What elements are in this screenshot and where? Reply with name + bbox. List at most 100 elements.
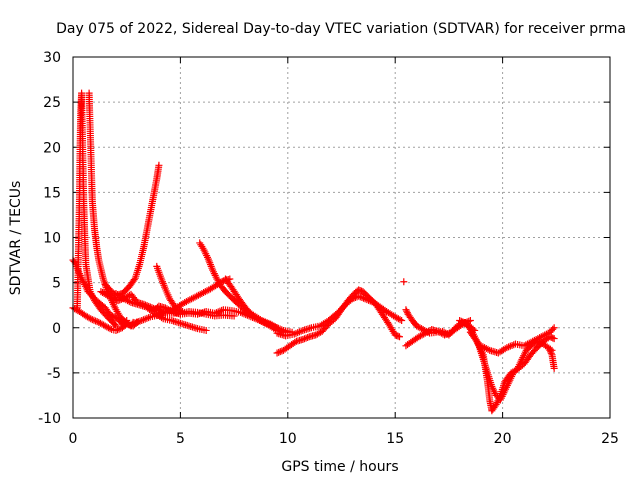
data-point <box>459 318 467 326</box>
data-point <box>139 316 147 324</box>
data-point <box>271 325 279 333</box>
data-point <box>237 308 245 316</box>
data-point <box>202 326 210 334</box>
data-point <box>366 297 374 305</box>
x-tick-label: 15 <box>386 431 404 447</box>
data-point <box>115 325 123 333</box>
data-point <box>141 315 149 323</box>
data-point <box>212 309 220 317</box>
data-point <box>550 335 558 343</box>
series-arc-diag-down <box>112 289 210 334</box>
data-point <box>361 295 369 303</box>
data-point <box>108 294 116 302</box>
data-point <box>291 338 299 346</box>
data-point <box>351 294 359 302</box>
x-tick-label: 5 <box>176 431 185 447</box>
x-tick-label: 20 <box>494 431 512 447</box>
data-point <box>549 334 557 342</box>
data-point <box>114 297 122 305</box>
data-point <box>157 314 165 322</box>
data-point <box>216 307 224 315</box>
data-point <box>90 316 98 324</box>
data-point <box>299 335 307 343</box>
data-point <box>355 292 363 300</box>
data-point <box>358 294 366 302</box>
data-point <box>302 334 310 342</box>
data-point <box>162 308 170 316</box>
data-point <box>273 349 281 357</box>
data-point <box>402 306 410 314</box>
data-point <box>214 308 222 316</box>
data-point <box>547 348 555 356</box>
data-point <box>155 161 163 169</box>
series-isolated-point <box>400 278 408 286</box>
data-point <box>297 327 305 335</box>
series-arc-end-tail <box>546 346 558 372</box>
x-tick-label: 25 <box>601 431 619 447</box>
data-point <box>506 342 514 350</box>
data-point <box>87 315 95 323</box>
series-arc-late-mid <box>477 324 558 357</box>
data-point <box>93 318 101 326</box>
y-tick-label: 25 <box>43 95 61 111</box>
data-point <box>350 294 358 302</box>
data-point <box>294 329 302 337</box>
data-point <box>360 294 368 302</box>
series-arc-late-b <box>402 317 474 350</box>
data-point <box>484 345 492 353</box>
data-point <box>211 309 219 317</box>
data-point <box>114 326 122 334</box>
data-point <box>442 330 450 338</box>
data-point <box>300 335 308 343</box>
data-point <box>179 308 187 316</box>
data-point <box>167 306 175 314</box>
y-tick-label: 30 <box>43 50 61 66</box>
data-point <box>394 332 402 340</box>
y-tick-label: -5 <box>47 366 61 382</box>
data-point <box>145 314 153 322</box>
y-tick-label: 5 <box>52 276 61 292</box>
data-point <box>398 317 406 325</box>
data-point <box>400 278 408 286</box>
data-point <box>112 326 120 334</box>
data-point <box>503 344 511 352</box>
data-point <box>275 348 283 356</box>
data-point <box>456 317 464 325</box>
data-points <box>69 89 558 415</box>
data-point <box>365 296 373 304</box>
y-tick-label: 15 <box>43 185 61 201</box>
data-point <box>356 293 364 301</box>
data-point <box>508 341 516 349</box>
y-tick-label: 0 <box>52 321 61 337</box>
data-point <box>111 321 119 329</box>
x-tick-label: 0 <box>69 431 78 447</box>
y-axis-label: SDTVAR / TECUs <box>8 181 24 296</box>
data-point <box>304 333 312 341</box>
data-point <box>550 324 558 332</box>
y-tick-label: 10 <box>43 231 61 247</box>
data-point <box>348 295 356 303</box>
data-point <box>160 309 168 317</box>
data-point <box>143 314 151 322</box>
data-point <box>396 316 404 324</box>
data-point <box>276 348 284 356</box>
data-point <box>165 307 173 315</box>
data-point <box>164 308 172 316</box>
chart-title: Day 075 of 2022, Sidereal Day-to-day VTE… <box>56 21 626 37</box>
data-point <box>441 331 449 339</box>
x-axis-label: GPS time / hours <box>281 459 398 475</box>
data-point <box>505 343 513 351</box>
data-point <box>395 333 403 341</box>
data-point <box>130 276 138 284</box>
grid-lines <box>73 57 610 418</box>
series-arc-late-low <box>466 328 558 415</box>
data-point <box>295 328 303 336</box>
data-point <box>549 325 557 333</box>
data-point <box>466 317 474 325</box>
data-point <box>363 296 371 304</box>
data-point <box>547 349 555 357</box>
data-point <box>550 364 558 372</box>
data-point <box>169 305 177 313</box>
